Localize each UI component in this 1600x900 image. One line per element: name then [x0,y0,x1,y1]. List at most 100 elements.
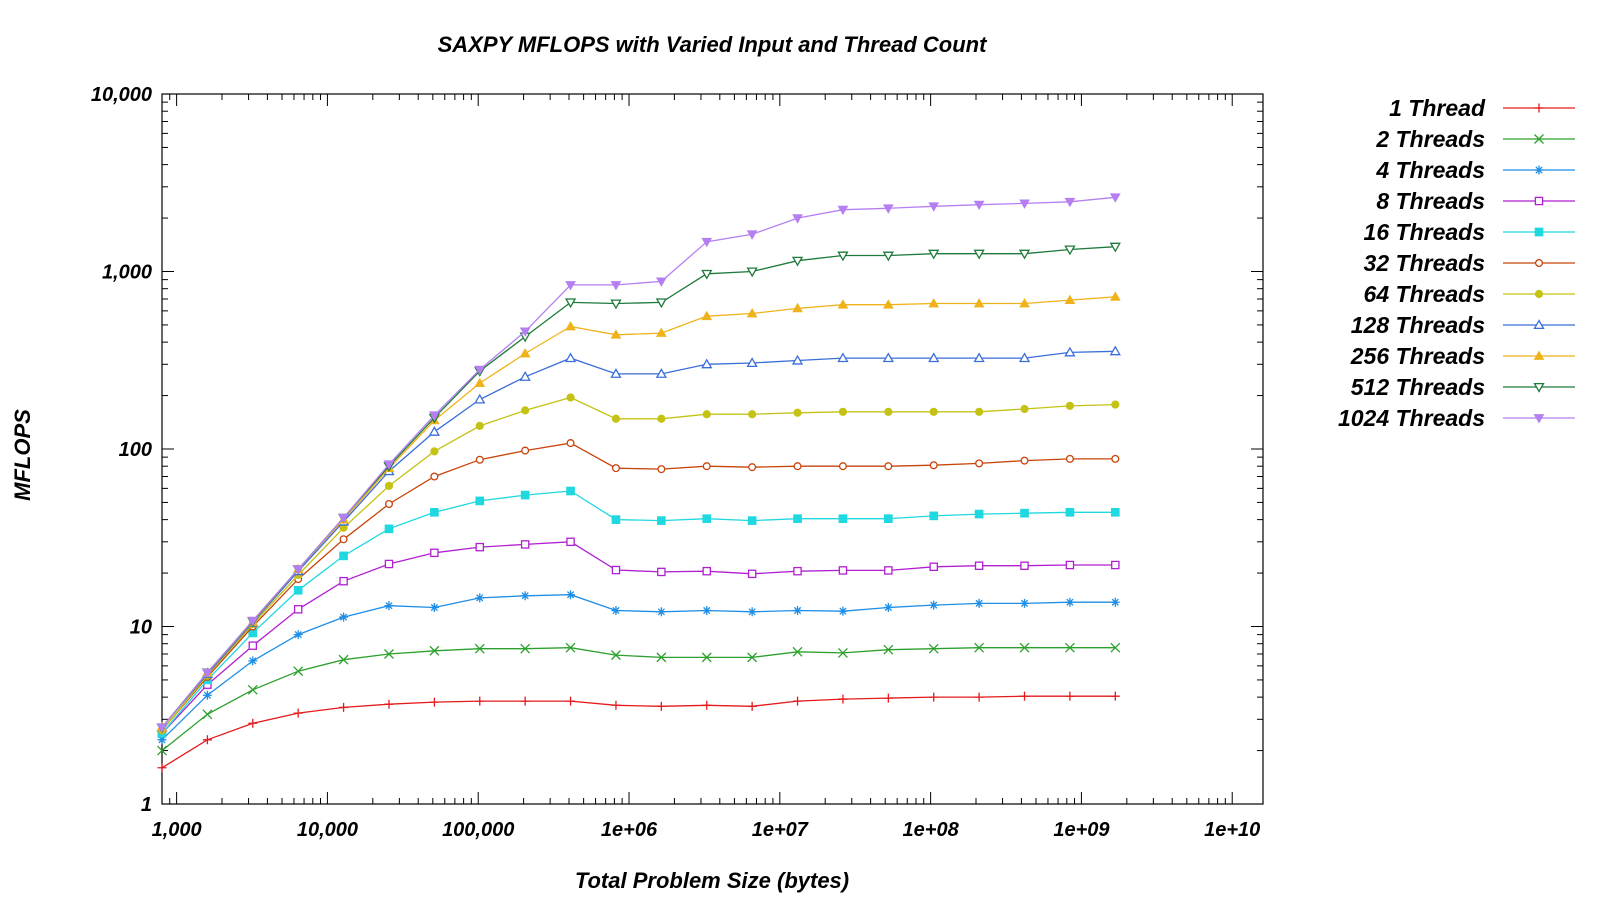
series-line [161,695,1116,769]
data-point [474,377,486,388]
data-point [157,735,167,745]
data-point [339,535,348,544]
data-point [837,352,849,363]
data-point [1020,598,1030,608]
data-point [746,357,758,368]
data-point [1065,691,1075,701]
data-point [1020,691,1030,701]
legend-marker [1533,319,1545,330]
legend-label: 1 Thread [1389,95,1486,121]
data-point [883,602,893,612]
data-point [1064,642,1075,653]
data-point [657,567,666,577]
legend-item: 16 Threads [1364,219,1575,245]
series-1 [157,691,1120,773]
data-point [974,509,984,519]
data-point [747,607,757,617]
data-point [882,251,894,262]
data-point [610,281,622,291]
data-point [929,407,938,416]
data-point [793,462,802,471]
x-tick-label: 1e+09 [1053,819,1110,841]
legend-marker [1534,258,1544,268]
data-point [1065,507,1075,517]
legend-marker [1534,134,1544,144]
data-point [565,642,576,653]
data-point [1019,298,1030,308]
data-point [1111,400,1120,409]
data-point [610,329,622,339]
data-point [293,605,303,614]
data-point [519,348,531,358]
data-point [883,693,893,703]
data-point [928,352,940,363]
data-point [384,481,394,490]
data-point [701,237,713,248]
data-point [475,542,485,552]
legend-item: 1 Thread [1389,95,1575,121]
data-point [429,645,440,656]
plot-frame [161,93,1264,805]
data-point [701,652,712,663]
data-point [656,652,667,663]
data-point [474,643,485,654]
series-line [161,350,1116,728]
legend-item: 1024 Threads [1338,405,1575,431]
data-point [838,606,848,616]
data-point [1019,199,1030,209]
legend-label: 4 Threads [1375,157,1485,183]
data-point [1018,352,1031,363]
data-point [202,735,212,745]
data-point [1020,404,1029,414]
data-point [430,447,439,456]
series-line [161,594,1116,741]
data-point [884,462,893,471]
data-point [928,202,940,212]
data-point [702,514,712,524]
legend-marker [1533,382,1545,393]
series-8 [156,345,1121,732]
data-point [293,708,303,718]
series-line [161,442,1116,731]
data-point [657,465,666,474]
data-point [611,700,621,710]
series-line [161,490,1116,734]
data-point [248,656,258,666]
data-point [248,718,258,728]
data-point [657,516,666,525]
data-point [1109,291,1121,301]
data-point [793,566,802,576]
data-point [838,514,848,524]
legend-marker [1534,227,1544,237]
x-tick-label: 1e+08 [903,819,960,841]
data-point [384,601,394,611]
legend-label: 8 Threads [1376,188,1485,214]
data-point [655,298,667,309]
data-point [655,277,667,287]
data-point [384,524,394,534]
data-point [746,267,758,278]
data-point [1110,597,1120,607]
data-point [384,499,394,509]
series-line [161,647,1116,752]
data-point [430,507,439,517]
data-point [338,513,349,524]
y-tick-label: 1 [141,794,152,816]
data-point [247,616,259,627]
legend-item: 2 Threads [1375,126,1575,152]
data-point [701,358,713,369]
data-point [202,690,212,700]
data-point [475,496,485,506]
series-line [161,196,1116,728]
legend-marker [1533,350,1545,360]
data-point [746,230,758,240]
data-point [565,320,576,331]
data-point [929,562,938,572]
data-point [702,462,711,471]
data-point [384,699,394,709]
data-point [702,606,712,616]
series-line [161,396,1116,731]
data-point [974,642,985,653]
data-point [248,641,258,650]
